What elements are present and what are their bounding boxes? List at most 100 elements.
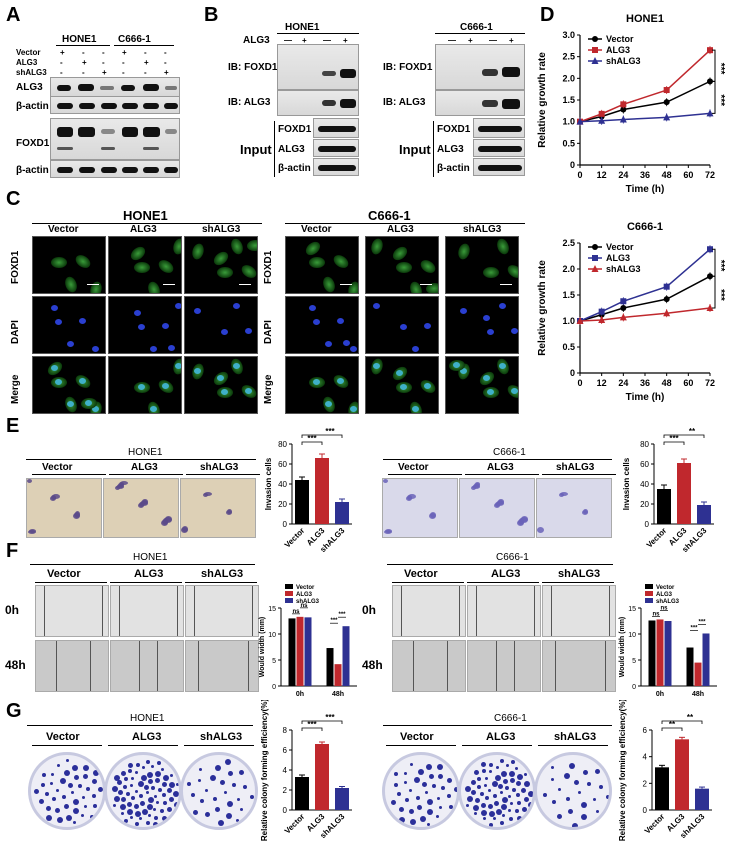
significance-label: *** bbox=[325, 427, 335, 436]
x-tick-label: Vector bbox=[645, 526, 669, 550]
significance-label: ns bbox=[660, 605, 668, 611]
sign-cell: - bbox=[82, 68, 85, 77]
significance-label: ** bbox=[687, 713, 694, 722]
foxd1-image bbox=[445, 236, 519, 294]
significance-bracket bbox=[663, 434, 705, 438]
legend-swatch bbox=[645, 584, 653, 589]
e-group-label: HONE1 bbox=[128, 447, 163, 458]
legend-marker bbox=[591, 265, 599, 272]
sign-cell: - bbox=[60, 58, 63, 67]
legend-label: Vector bbox=[656, 585, 675, 591]
col-line bbox=[388, 474, 462, 475]
y-tick-label: 15 bbox=[268, 606, 276, 613]
sign-cell: - bbox=[164, 48, 167, 57]
g-col-label: ALG3 bbox=[486, 731, 516, 743]
x-tick-label: Vector bbox=[283, 812, 307, 836]
y-tick-label: 40 bbox=[640, 480, 649, 489]
g-col-label: ALG3 bbox=[132, 731, 162, 743]
f-row-label: 0h bbox=[5, 603, 20, 617]
input-label: Input bbox=[240, 142, 272, 157]
bar-vector bbox=[686, 647, 694, 686]
group-line bbox=[30, 564, 255, 565]
e-col-label: Vector bbox=[398, 462, 429, 473]
ib-alg3-label-2: IB: ALG3 bbox=[383, 97, 426, 108]
significance-label: *** bbox=[307, 720, 317, 729]
growth-chart-hone1: HONE1 0 0.5 1.0 1.5 2.0 2.5 3.0 0 12 24 36 48 60 72 Tim… bbox=[537, 13, 726, 195]
input-bracket-2 bbox=[433, 121, 434, 177]
y-axis-label: Relative growth rate bbox=[537, 260, 548, 356]
panel-letter-f: F bbox=[6, 540, 19, 562]
significance-label: *** bbox=[330, 618, 338, 624]
colony-dish bbox=[104, 752, 182, 830]
row-label-alg3: ALG3 bbox=[16, 58, 38, 67]
x-tick-label: 48 bbox=[662, 170, 672, 180]
sign-cell: - bbox=[122, 58, 125, 67]
col-line bbox=[184, 745, 254, 746]
y-tick-label: 20 bbox=[278, 500, 287, 509]
f-col-label: shALG3 bbox=[558, 568, 601, 580]
y-tick-label: 2.0 bbox=[562, 264, 575, 274]
x-tick-label: 12 bbox=[597, 170, 607, 180]
colony-dish bbox=[28, 752, 106, 830]
c-col-label: shALG3 bbox=[463, 224, 502, 235]
significance-bracket bbox=[301, 441, 323, 445]
invasion-image bbox=[180, 478, 256, 538]
col-line bbox=[32, 745, 102, 746]
western-blot-actin-2 bbox=[50, 160, 180, 178]
f-group-label: HONE1 bbox=[133, 552, 168, 563]
g-group-label: HONE1 bbox=[130, 713, 165, 724]
bar-shalg3 bbox=[335, 788, 349, 810]
legend-label: ALG3 bbox=[606, 45, 630, 55]
invasion-image bbox=[26, 478, 102, 538]
merge-image bbox=[32, 356, 106, 414]
x-tick-label: 60 bbox=[683, 378, 693, 388]
wound-image bbox=[542, 640, 616, 692]
x-axis-label: Time (h) bbox=[626, 184, 665, 195]
alg3-sign: — bbox=[323, 36, 331, 45]
bar-alg3 bbox=[315, 744, 329, 810]
f-col-label: ALG3 bbox=[134, 568, 164, 580]
legend-marker bbox=[592, 47, 598, 53]
x-tick-label: 48 bbox=[662, 378, 672, 388]
significance-bracket bbox=[661, 727, 683, 731]
group-line bbox=[387, 564, 613, 565]
blot-label-actin: β-actin bbox=[16, 101, 49, 112]
col-line bbox=[386, 745, 456, 746]
sign-cell: - bbox=[164, 58, 167, 67]
colony-dish bbox=[382, 752, 460, 830]
group-line bbox=[56, 45, 110, 46]
y-axis-label: Relative growth rate bbox=[537, 52, 548, 148]
significance-label: ns bbox=[300, 603, 308, 609]
foxd1-image bbox=[365, 236, 439, 294]
e-group-label: C666-1 bbox=[493, 447, 526, 458]
significance-label: *** bbox=[715, 94, 726, 106]
y-tick-label: 0 bbox=[570, 368, 575, 378]
c-group-c666: C666-1 bbox=[368, 208, 411, 223]
alg3-sign: — bbox=[489, 36, 497, 45]
chart-title: C666-1 bbox=[627, 221, 663, 233]
col-line bbox=[109, 474, 183, 475]
significance-label: ns bbox=[652, 611, 660, 617]
significance-bracket bbox=[712, 248, 716, 277]
y-axis-label: Invasion cells bbox=[622, 457, 631, 510]
merge-image bbox=[365, 356, 439, 414]
significance-label: ** bbox=[669, 720, 676, 729]
f-col-label: shALG3 bbox=[201, 568, 244, 580]
bar-shalg3 bbox=[697, 505, 711, 524]
c-col-label: ALG3 bbox=[387, 224, 414, 235]
bar-shalg3 bbox=[335, 502, 349, 524]
significance-label: *** bbox=[325, 713, 335, 722]
wound-image bbox=[185, 640, 259, 692]
legend-label: shALG3 bbox=[606, 264, 641, 274]
legend-marker bbox=[591, 57, 599, 64]
input-blot-actin-c666 bbox=[473, 158, 525, 176]
col-line bbox=[392, 582, 464, 583]
input-alg3-label: ALG3 bbox=[278, 144, 305, 155]
legend-label: shALG3 bbox=[606, 56, 641, 66]
sign-cell: - bbox=[60, 68, 63, 77]
col-line bbox=[538, 745, 608, 746]
y-axis-label: Invasion cells bbox=[264, 457, 273, 510]
y-tick-label: 0 bbox=[643, 806, 648, 815]
significance-label: *** bbox=[698, 619, 706, 625]
